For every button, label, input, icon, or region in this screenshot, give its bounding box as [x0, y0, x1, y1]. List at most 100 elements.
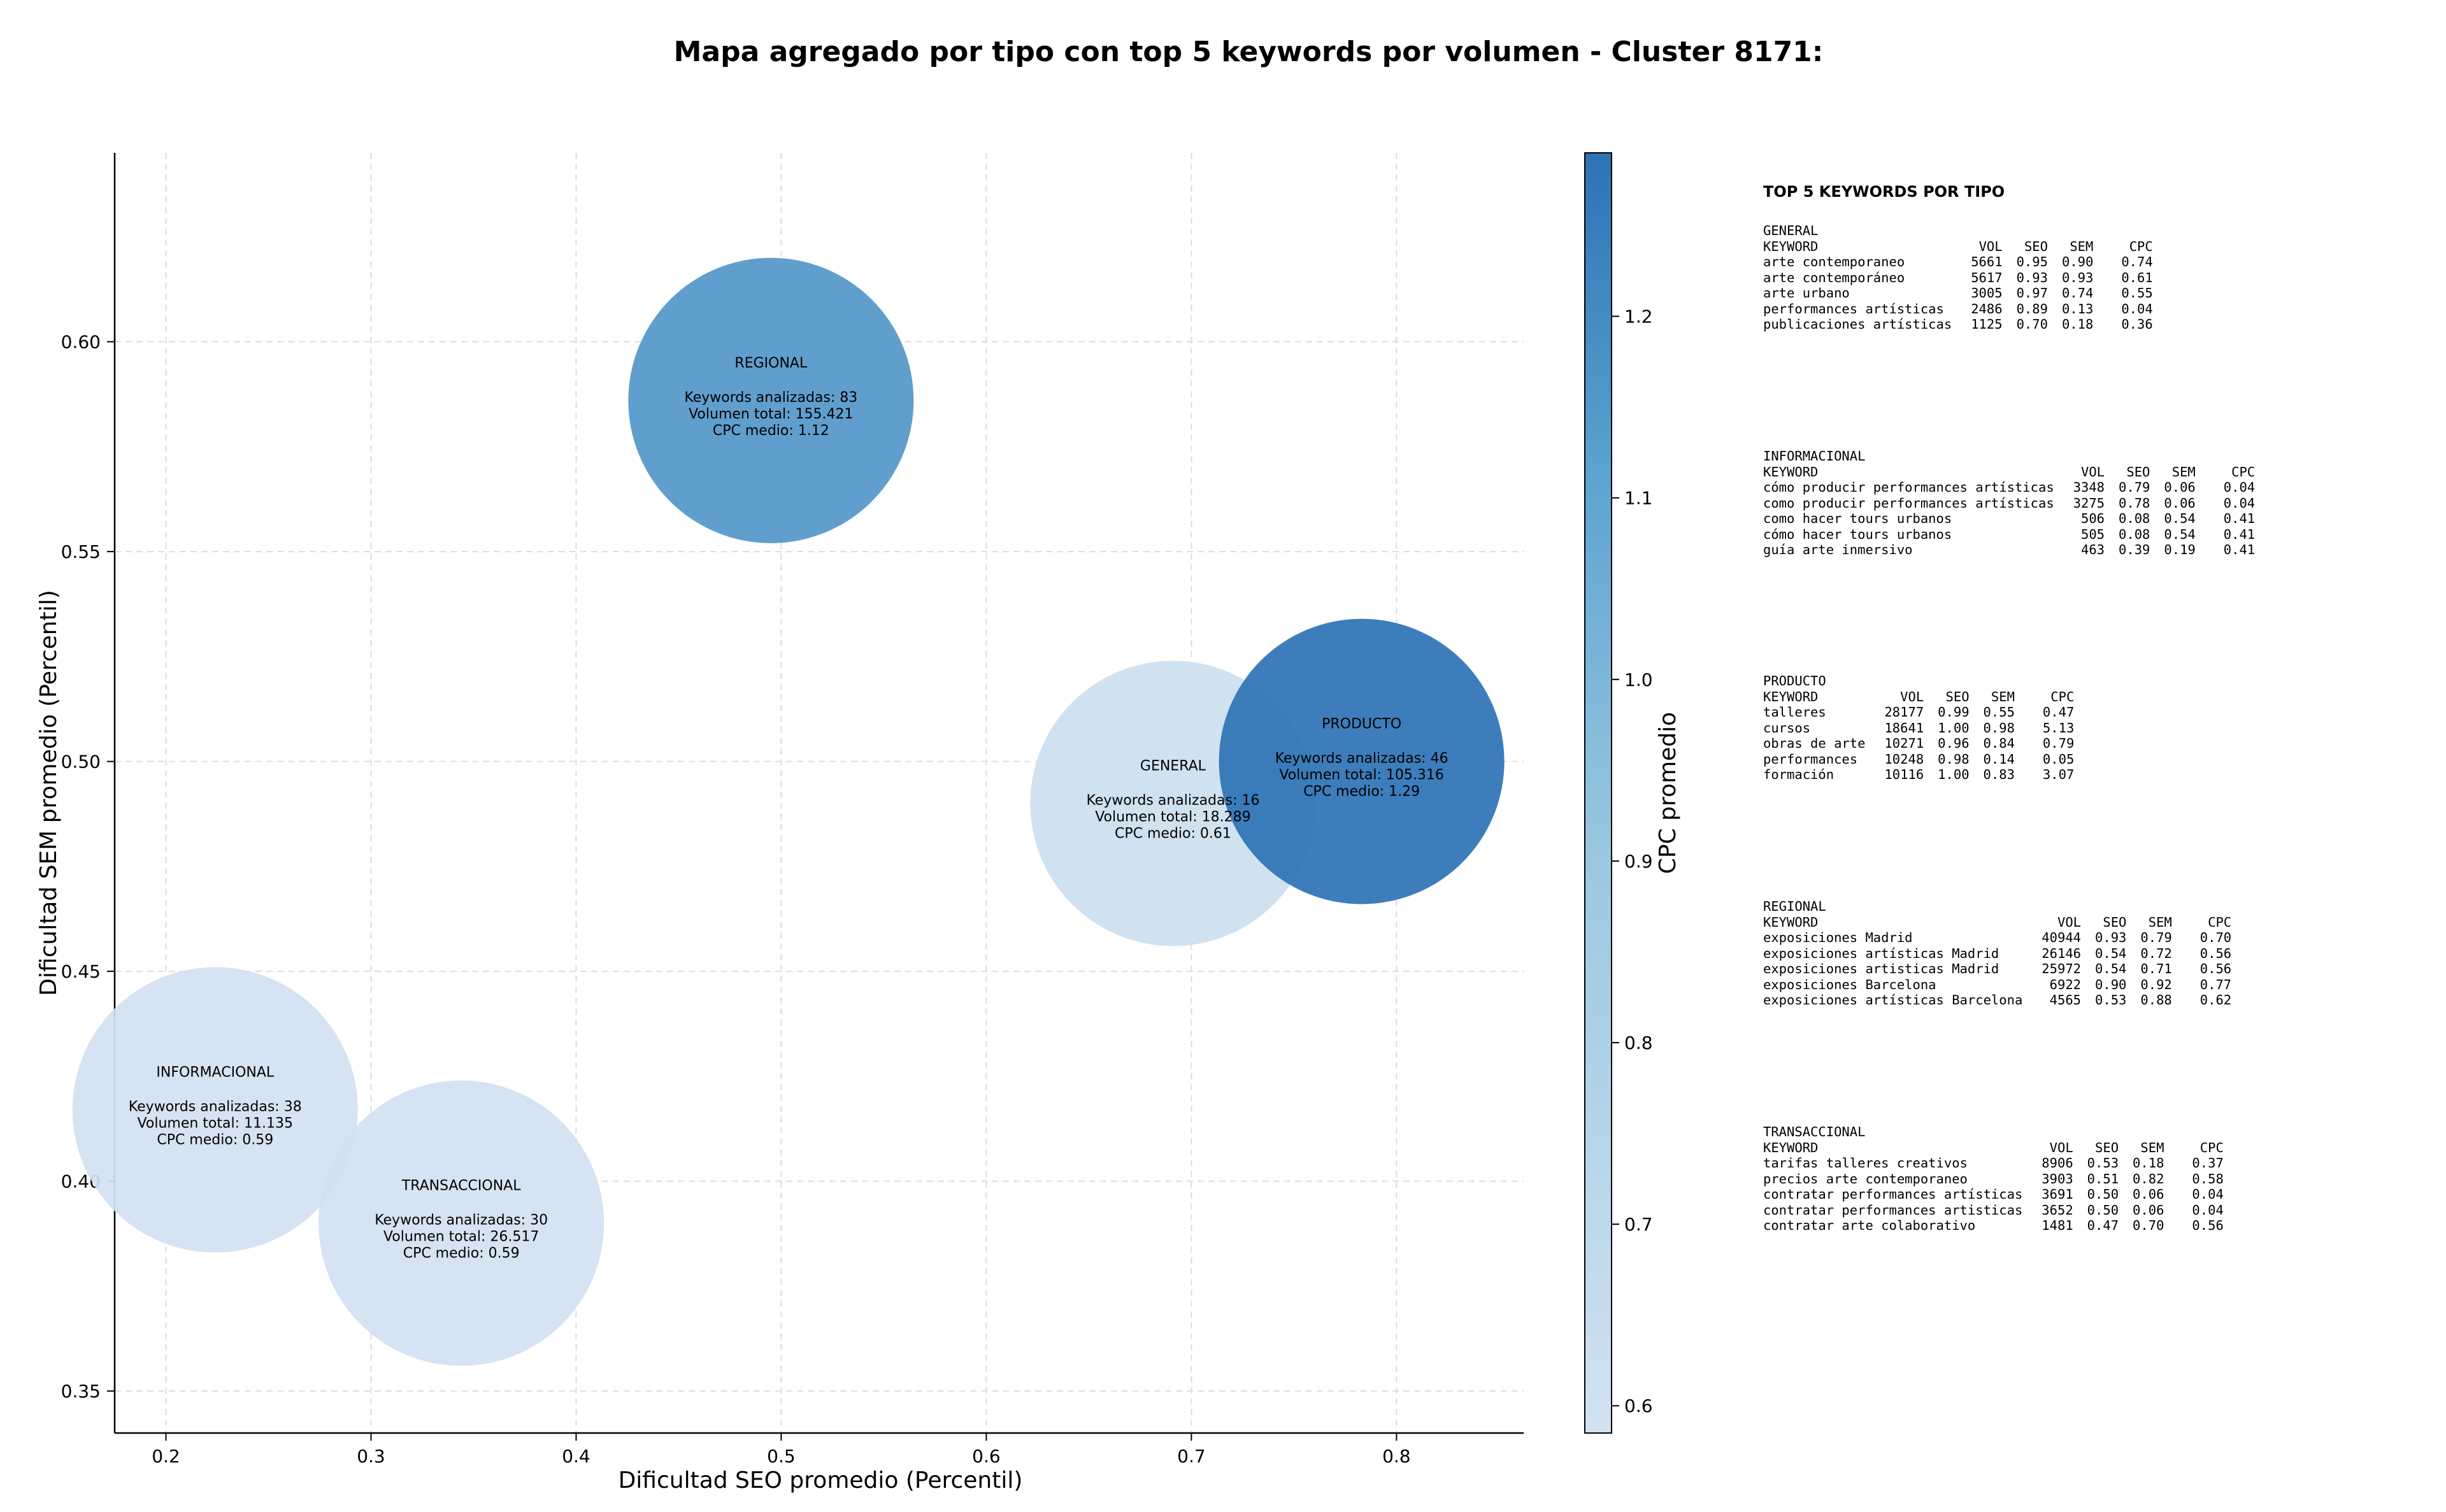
metric-cell: 0.53: [2087, 1155, 2119, 1171]
metric-cell: 0.41: [2223, 526, 2256, 542]
keyword-cell: arte contemporaneo: [1763, 254, 1905, 269]
metric-cell: 0.06: [2164, 495, 2196, 511]
keyword-row: cómo hacer tours urbanos 505 0.08 0.54 0.41: [1763, 527, 2255, 543]
metric-cell: 0.04: [2192, 1202, 2224, 1218]
keyword-cell: KEYWORD: [1763, 1139, 1819, 1155]
bubble-stat: CPC medio: 1.29: [1303, 784, 1420, 800]
bubble-producto: [1219, 618, 1505, 904]
keyword-table: KEYWORD VOL SEO SEM CPC arte contemporaneo 566…: [1763, 239, 2153, 332]
keyword-cell: como producir performances artísticas: [1763, 495, 2054, 511]
metric-cell: 0.90: [2061, 254, 2094, 269]
bubble-regional: [628, 257, 914, 543]
keyword-cell: KEYWORD: [1763, 464, 1819, 480]
keyword-cell: cómo producir performances artísticas: [1763, 480, 2054, 495]
colorbar-tick-label: 0.6: [1624, 1395, 1653, 1416]
keyword-row: precios arte contemporaneo 3903 0.51 0.82 0.…: [1763, 1171, 2224, 1187]
metric-cell: 0.58: [2192, 1171, 2224, 1187]
metric-cell: SEO: [1945, 688, 1970, 704]
metric-cell: 0.55: [1983, 704, 2015, 720]
keyword-cell: precios arte contemporaneo: [1763, 1171, 1968, 1187]
y-tick-label: 0.60: [61, 332, 101, 353]
bubble-stat: CPC medio: 0.59: [403, 1245, 520, 1261]
keyword-row: formación 10116 1.00 0.83 3.07: [1763, 767, 2074, 783]
keyword-cell: exposiciones artisticas Madrid: [1763, 961, 1999, 976]
keyword-cell: exposiciones artísticas Madrid: [1763, 945, 1999, 961]
metric-cell: 0.37: [2192, 1155, 2224, 1171]
metric-cell: 0.54: [2164, 526, 2196, 542]
y-axis-label: Dificultad SEM promedio (Percentil): [36, 590, 62, 996]
keyword-row: exposiciones artísticas Barcelona 4565 0.5…: [1763, 992, 2231, 1008]
colorbar-tick-label: 0.7: [1624, 1214, 1653, 1235]
metric-cell: 0.41: [2223, 511, 2256, 526]
metric-cell: 0.36: [2121, 317, 2153, 332]
y-tick-label: 0.55: [61, 541, 101, 562]
keyword-cell: tarifas talleres creativos: [1763, 1155, 1968, 1171]
metric-cell: 0.62: [2199, 992, 2232, 1008]
metric-cell: 463: [2081, 542, 2105, 557]
metric-cell: SEM: [1991, 688, 2015, 704]
metric-cell: SEM: [2171, 464, 2196, 480]
group-type-label: INFORMACIONAL: [1763, 448, 1866, 464]
metric-cell: 0.96: [1938, 736, 1970, 751]
metric-cell: 0.18: [2061, 317, 2094, 332]
keyword-row: cursos 18641 1.00 0.98 5.13: [1763, 720, 2074, 736]
keyword-row: exposiciones artisticas Madrid 25972 0.54 0…: [1763, 961, 2231, 977]
metric-cell: 0.13: [2061, 301, 2094, 317]
bubble-title: PRODUCTO: [1322, 717, 1401, 732]
metric-cell: 0.90: [2095, 976, 2127, 992]
keyword-cell: publicaciones artísticas: [1763, 317, 1952, 332]
bubbles: [72, 257, 1505, 1366]
metric-cell: 0.54: [2095, 961, 2127, 976]
metric-cell: 1481: [2042, 1218, 2073, 1233]
bubble-stat: Keywords analizadas: 46: [1275, 751, 1448, 767]
chart-title: Mapa agregado por tipo con top 5 keyword…: [674, 36, 1824, 68]
keyword-cell: KEYWORD: [1763, 688, 1819, 704]
metric-cell: SEO: [2095, 1139, 2119, 1155]
metric-cell: 0.74: [2121, 254, 2153, 269]
keyword-cell: cómo hacer tours urbanos: [1763, 526, 1952, 542]
bubble-title: INFORMACIONAL: [156, 1065, 275, 1081]
metric-cell: 0.55: [2121, 285, 2153, 301]
metric-cell: CPC: [2199, 1139, 2224, 1155]
metric-cell: 0.79: [2140, 930, 2172, 945]
y-tick-label: 0.45: [61, 961, 101, 982]
y-tick-label: 0.35: [61, 1381, 101, 1402]
metric-cell: 10116: [1884, 767, 1924, 782]
colorbar-tick-label: 0.9: [1624, 851, 1653, 872]
metric-cell: 0.53: [2095, 992, 2127, 1008]
metric-cell: 3691: [2042, 1187, 2073, 1202]
metric-cell: 1.00: [1938, 720, 1970, 736]
metric-cell: 6922: [2049, 976, 2082, 992]
metric-cell: SEM: [2070, 238, 2094, 254]
metric-cell: 0.84: [1983, 736, 2015, 751]
bubble-stat: Keywords analizadas: 30: [375, 1212, 548, 1228]
colorbar-tick-label: 1.1: [1624, 488, 1653, 509]
metric-cell: 0.93: [2061, 269, 2094, 285]
keyword-cell: performances artísticas: [1763, 301, 1944, 317]
metric-cell: 3.07: [2042, 767, 2075, 782]
keyword-cell: exposiciones Madrid: [1763, 930, 1913, 945]
keyword-group-producto: PRODUCTO KEYWORD VOL SEO SEM CPC talleres 28177…: [1763, 673, 2074, 783]
keyword-row: performances artísticas 2486 0.89 0.13 0.04: [1763, 301, 2153, 317]
bubble-title: REGIONAL: [734, 355, 808, 371]
keyword-row: talleres 28177 0.99 0.55 0.47: [1763, 704, 2074, 720]
keyword-row: obras de arte 10271 0.96 0.84 0.79: [1763, 736, 2074, 752]
x-tick-label: 0.7: [1177, 1446, 1206, 1467]
keyword-cell: obras de arte: [1763, 736, 1866, 751]
metric-cell: 0.19: [2164, 542, 2196, 557]
keyword-header-row: KEYWORD VOL SEO SEM CPC: [1763, 689, 2074, 705]
metric-cell: VOL: [2049, 1139, 2073, 1155]
metric-cell: 0.08: [2119, 526, 2150, 542]
keyword-row: exposiciones Barcelona 6922 0.90 0.92 0.77: [1763, 977, 2231, 993]
keyword-row: performances 10248 0.98 0.14 0.05: [1763, 752, 2074, 767]
keyword-group-regional: REGIONAL KEYWORD VOL SEO SEM CPC exposiciones …: [1763, 899, 2231, 1008]
metric-cell: VOL: [2057, 914, 2082, 930]
colorbar-tick-label: 0.8: [1624, 1032, 1653, 1053]
metric-cell: 0.04: [2223, 480, 2256, 495]
keyword-row: publicaciones artísticas 1125 0.70 0.18 0.36: [1763, 317, 2153, 332]
keyword-cell: performances: [1763, 751, 1858, 767]
metric-cell: VOL: [1900, 688, 1924, 704]
metric-cell: 0.88: [2140, 992, 2172, 1008]
keyword-header-row: KEYWORD VOL SEO SEM CPC: [1763, 1140, 2224, 1156]
